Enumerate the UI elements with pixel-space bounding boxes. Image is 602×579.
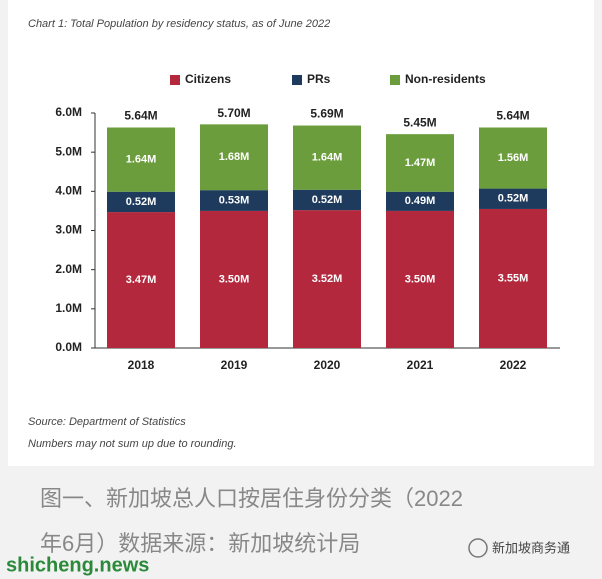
bar-segment [386, 210, 454, 348]
bar-segment [200, 190, 268, 211]
x-tick-label: 2021 [407, 358, 434, 372]
y-tick-label: 0.0M [55, 340, 82, 354]
data-label: 3.47M [126, 274, 157, 286]
total-label: 5.69M [310, 106, 343, 120]
bar-segment [107, 127, 175, 192]
bar-segment [386, 191, 454, 211]
y-tick-label: 5.0M [55, 144, 82, 158]
x-tick-label: 2022 [500, 358, 527, 372]
bar-segment [293, 125, 361, 190]
x-tick-label: 2019 [221, 358, 248, 372]
data-label: 1.56M [498, 152, 529, 164]
bar-segment [293, 210, 361, 348]
watermark: shicheng.news [6, 554, 149, 576]
data-label: 0.53M [219, 194, 250, 206]
y-tick-label: 6.0M [55, 105, 82, 119]
total-label: 5.70M [217, 106, 250, 120]
caption-line: 图一、新加坡总人口按居住身份分类（2022 [40, 486, 463, 511]
bar-segment [386, 134, 454, 192]
bar-segment [107, 191, 175, 213]
x-tick-label: 2020 [314, 358, 341, 372]
legend-label: PRs [307, 72, 331, 86]
bar-segment [293, 189, 361, 211]
total-label: 5.64M [124, 108, 157, 122]
data-label: 3.50M [219, 273, 250, 285]
bar-segment [479, 127, 547, 189]
logo-icon [468, 538, 488, 558]
bar-segment [200, 124, 268, 191]
legend-label: Non-residents [405, 72, 486, 86]
y-tick-label: 3.0M [55, 223, 82, 237]
data-label: 0.52M [498, 193, 529, 205]
x-tick-label: 2018 [128, 358, 155, 372]
data-label: 0.52M [126, 196, 157, 208]
bar-segment [107, 212, 175, 348]
chart-title: Chart 1: Total Population by residency s… [28, 18, 330, 30]
bar-segment [200, 210, 268, 348]
data-label: 0.49M [405, 195, 436, 207]
data-label: 3.50M [405, 273, 436, 285]
data-label: 0.52M [312, 194, 343, 206]
legend-swatch [390, 75, 400, 85]
data-label: 1.68M [219, 151, 250, 163]
data-label: 1.47M [405, 157, 436, 169]
source: Source: Department of Statistics [28, 416, 186, 428]
y-tick-label: 2.0M [55, 262, 82, 276]
y-tick-label: 1.0M [55, 301, 82, 315]
data-label: 1.64M [312, 152, 343, 164]
bar-segment [479, 188, 547, 209]
data-label: 3.52M [312, 273, 343, 285]
legend-label: Citizens [185, 72, 231, 86]
data-label: 3.55M [498, 272, 529, 284]
legend-swatch [292, 75, 302, 85]
total-label: 5.64M [496, 108, 529, 122]
y-tick-label: 4.0M [55, 184, 82, 198]
bar-segment [479, 208, 547, 348]
logo-text: 新加坡商务通 [492, 540, 570, 555]
legend-swatch [170, 75, 180, 85]
note: Numbers may not sum up due to rounding. [28, 438, 237, 450]
total-label: 5.45M [403, 116, 436, 130]
caption-line: 年6月）数据来源：新加坡统计局 [40, 531, 360, 556]
data-label: 1.64M [126, 154, 157, 166]
